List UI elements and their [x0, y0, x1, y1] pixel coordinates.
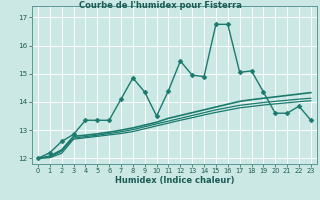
X-axis label: Humidex (Indice chaleur): Humidex (Indice chaleur)	[115, 176, 234, 185]
Text: Courbe de l'humidex pour Fisterra: Courbe de l'humidex pour Fisterra	[79, 1, 241, 10]
